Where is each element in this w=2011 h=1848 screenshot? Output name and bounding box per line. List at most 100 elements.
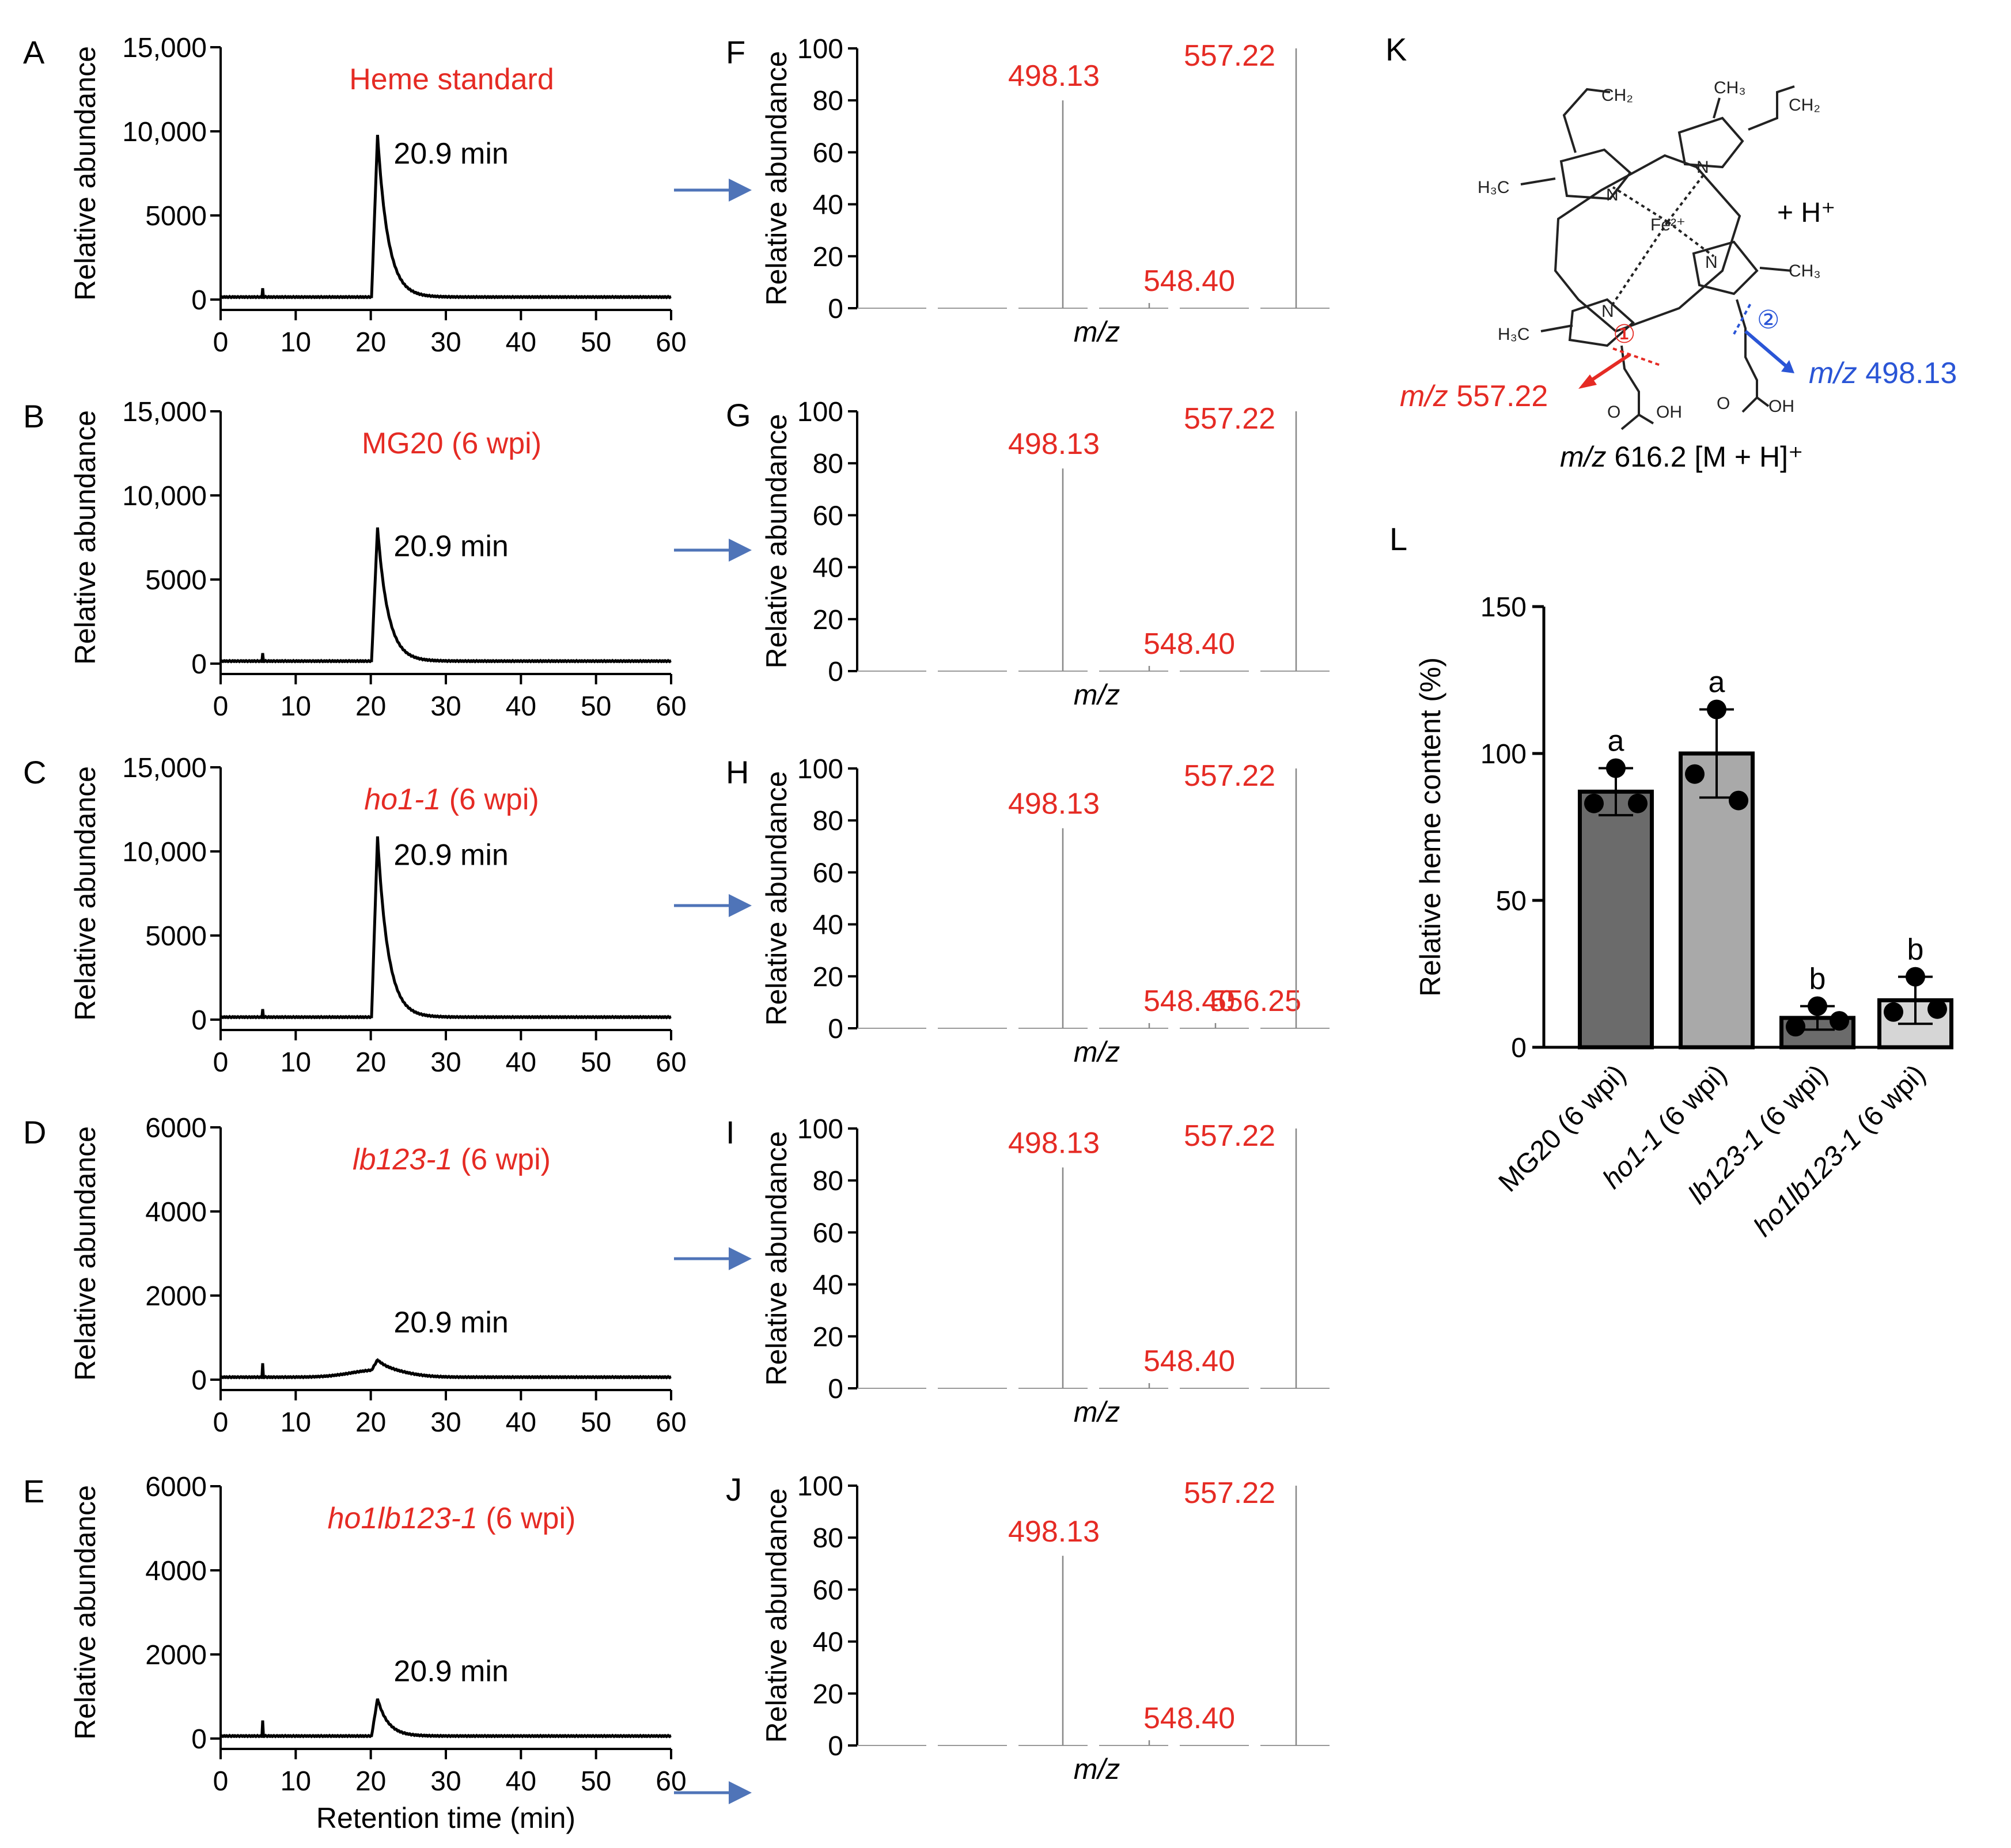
y-tick-label: 20	[813, 242, 843, 272]
category-label: ho1lb123-1 (6 wpi)	[1748, 1059, 1932, 1243]
y-tick-label: 80	[813, 1523, 843, 1554]
y-tick-label: 10,000	[122, 481, 207, 512]
y-tick-label: 0	[828, 1374, 843, 1404]
y-tick-label: 6000	[145, 1113, 207, 1143]
y-tick-label: 0	[828, 1731, 843, 1762]
peak-mz-label: 557.22	[1184, 1119, 1275, 1153]
x-tick-label: 60	[656, 691, 686, 722]
panel-label: C	[23, 754, 46, 790]
y-tick-label: 15,000	[122, 753, 207, 783]
peak-mz-label: 557.22	[1184, 39, 1275, 73]
peak-label: 20.9 min	[393, 839, 508, 872]
sample-title: ho1lb123-1 (6 wpi)	[328, 1502, 576, 1535]
significance-letter: a	[1608, 725, 1624, 758]
sample-title: ho1-1 (6 wpi)	[364, 783, 539, 816]
x-tick-label: 0	[213, 327, 229, 358]
chromatogram-a: A 0 5000 10,000 15,000 0 10 20 30 40 50 60 Relative …	[23, 33, 687, 358]
cleavage-site-1: ①	[1613, 320, 1635, 349]
x-tick-label: 50	[581, 327, 611, 358]
panel-label: L	[1389, 521, 1407, 557]
sample-title: lb123-1 (6 wpi)	[353, 1143, 551, 1176]
panel-label: H	[726, 754, 749, 790]
atom-o-1: O	[1607, 403, 1620, 422]
sample-title: Heme standard	[349, 63, 554, 96]
peak-mz-label: 498.13	[1008, 1127, 1100, 1160]
h-plus-label: + H⁺	[1777, 198, 1835, 228]
y-tick-label: 5000	[145, 201, 207, 232]
atom-o-2: O	[1717, 394, 1730, 413]
y-axis-title: Relative abundance	[69, 1126, 101, 1381]
chromatogram-trace	[219, 1358, 672, 1380]
y-tick-label: 4000	[145, 1556, 207, 1586]
y-axis-title: Relative abundance	[69, 1485, 101, 1740]
parent-ion-label: m/z 616.2 [M + H]⁺	[1560, 441, 1803, 473]
y-tick-label: 2000	[145, 1281, 207, 1312]
data-point	[1628, 793, 1648, 813]
panel-label: E	[23, 1473, 44, 1509]
x-tick-label: 40	[506, 1047, 536, 1078]
y-tick-label: 0	[191, 1005, 207, 1036]
y-tick-label: 5000	[145, 921, 207, 952]
data-point	[1906, 967, 1925, 987]
x-tick-label: 40	[506, 1407, 536, 1438]
panel-label: G	[726, 397, 751, 433]
panel-arrow-head	[729, 894, 752, 917]
y-tick-label: 80	[813, 86, 843, 116]
peak-mz-label: 498.13	[1008, 59, 1100, 93]
x-tick-label: 20	[355, 1407, 386, 1438]
peak-mz-label: 556.25	[1210, 984, 1301, 1018]
y-tick-label: 60	[813, 501, 843, 531]
y-tick-label: 40	[813, 190, 843, 221]
x-tick-label: 20	[355, 1047, 386, 1078]
y-tick-label: 10,000	[122, 837, 207, 868]
fragment-arrow-2	[1744, 330, 1787, 368]
x-tick-label: 0	[213, 1047, 229, 1078]
panel-label: J	[726, 1471, 742, 1508]
data-point	[1685, 764, 1705, 784]
y-tick-label: 40	[813, 1627, 843, 1658]
x-tick-label: 40	[506, 327, 536, 358]
x-tick-label: 60	[656, 1407, 686, 1438]
y-tick-label: 80	[813, 1166, 843, 1196]
x-tick-label: 10	[281, 691, 311, 722]
panel-arrow-head	[729, 179, 752, 202]
chromatogram-trace	[219, 836, 672, 1020]
fragment-arrow-2-head	[1781, 360, 1794, 373]
y-tick-label: 15,000	[122, 397, 207, 427]
y-tick-label: 100	[1480, 739, 1527, 770]
y-tick-label: 0	[828, 657, 843, 687]
panel-arrow-head	[729, 539, 752, 562]
y-axis-title: Relative abundance	[760, 771, 793, 1026]
x-tick-label: 40	[506, 1766, 536, 1797]
y-tick-label: 15,000	[122, 33, 207, 63]
peak-mz-label: 548.40	[1143, 627, 1235, 661]
y-tick-label: 100	[797, 1114, 843, 1145]
peak-mz-label: 548.40	[1143, 1345, 1235, 1378]
x-tick-label: 10	[281, 327, 311, 358]
data-point	[1927, 999, 1947, 1019]
y-tick-label: 100	[797, 1471, 843, 1502]
y-axis-title: Relative abundance	[760, 1489, 793, 1743]
atom-oh-1: OH	[1656, 403, 1682, 422]
y-tick-label: 20	[813, 1679, 843, 1710]
y-tick-label: 100	[797, 34, 843, 65]
peak-mz-label: 498.13	[1008, 427, 1100, 461]
y-tick-label: 40	[813, 1270, 843, 1301]
significance-letter: b	[1809, 963, 1826, 996]
cleavage-line-1	[1612, 347, 1662, 367]
peak-label: 20.9 min	[393, 1655, 508, 1688]
y-tick-label: 0	[191, 285, 207, 316]
atom-ch3-1: CH₃	[1714, 78, 1746, 97]
x-tick-label: 50	[581, 1766, 611, 1797]
y-tick-label: 40	[813, 553, 843, 584]
heme-structure: K CH₂ C	[1385, 31, 1957, 473]
x-axis-title: m/z	[1074, 1753, 1120, 1785]
y-tick-label: 0	[1511, 1033, 1527, 1063]
peak-mz-label: 548.40	[1143, 264, 1235, 298]
x-tick-label: 10	[281, 1407, 311, 1438]
y-tick-label: 150	[1480, 592, 1527, 623]
atom-n-3: N	[1705, 253, 1718, 272]
